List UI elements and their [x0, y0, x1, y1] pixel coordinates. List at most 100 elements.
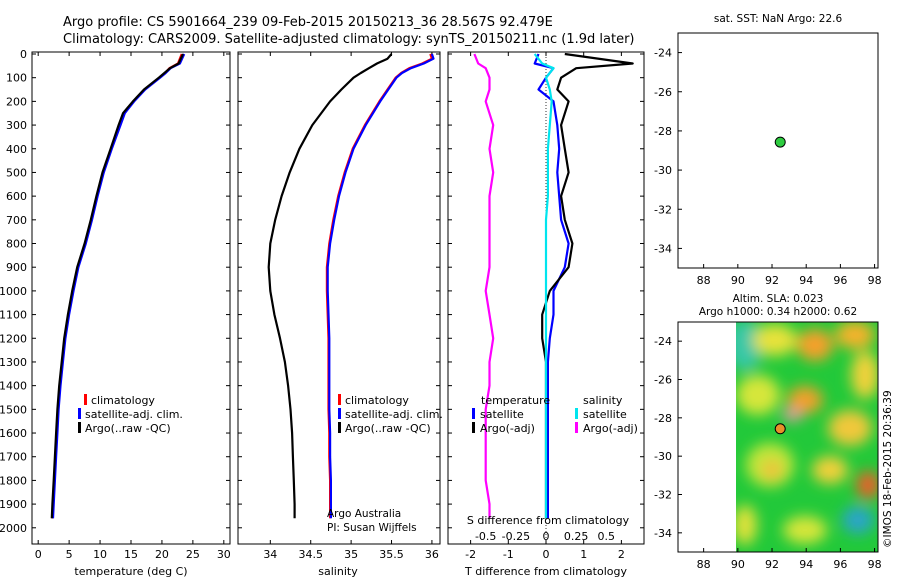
series-line-climatology: [325, 53, 433, 519]
top-tick-label: -0.5: [475, 530, 496, 543]
legend-t-argo-swatch: [472, 422, 475, 433]
x-tick-label: 35.5: [379, 548, 404, 561]
x-tick-label: 20: [155, 548, 169, 561]
depth-tick-label: 1500: [0, 403, 27, 416]
series-line-climatology: [51, 53, 183, 519]
map-x-tick-label: 94: [799, 558, 813, 571]
sst-map-frame: [677, 32, 879, 269]
salinity-legend: climatology satellite-adj. clim. Argo(..…: [338, 394, 443, 435]
map-y-tick-label: -26: [654, 374, 672, 387]
legend-satellite-label: satellite-adj. clim.: [345, 408, 443, 421]
map-x-tick-label: 98: [868, 274, 882, 287]
footer-copyright: ©IMOS 18-Feb-2015 20:36:39: [882, 390, 894, 548]
legend-argo-swatch: [338, 422, 341, 433]
legend-s-argo-label: Argo(-adj): [583, 422, 638, 435]
depth-tick-label: 500: [6, 166, 27, 179]
temperature-legend: climatology satellite-adj. clim. Argo(..…: [78, 394, 183, 435]
x-tick-label: 25: [186, 548, 200, 561]
sla-map-title2: Argo h1000: 0.34 h2000: 0.62: [699, 306, 857, 318]
map-x-tick-label: 98: [868, 558, 882, 571]
map-y-tick-label: -24: [654, 47, 672, 60]
x-tick-label: -1: [503, 548, 514, 561]
temperature-xlabel: temperature (deg C): [74, 565, 187, 578]
depth-tick-label: 700: [6, 214, 27, 227]
depth-tick-label: 1000: [0, 285, 27, 298]
x-tick-label: 30: [217, 548, 231, 561]
legend-climatology-label: climatology: [91, 394, 155, 407]
legend-temperature-head: temperature: [481, 394, 550, 407]
legend-s-argo-swatch: [575, 422, 578, 433]
salinity-panel-frame: [237, 51, 441, 545]
depth-tick-label: 1900: [0, 498, 27, 511]
x-tick-label: 35: [344, 548, 358, 561]
map-x-tick-label: 94: [799, 274, 813, 287]
map-x-tick-label: 96: [833, 558, 847, 571]
argo-location-marker: [774, 136, 786, 148]
depth-tick-label: 300: [6, 119, 27, 132]
x-tick-label: 0: [35, 548, 42, 561]
legend-climatology-label: climatology: [345, 394, 409, 407]
depth-tick-label: 100: [6, 72, 27, 85]
temperature-panel-frame: [31, 51, 231, 545]
map-x-tick-label: 88: [697, 274, 711, 287]
sla-map-points: [774, 423, 786, 435]
depth-tick-label: 800: [6, 238, 27, 251]
legend-satellite-swatch: [78, 408, 81, 419]
map-x-tick-label: 96: [833, 274, 847, 287]
depth-tick-label: 1200: [0, 332, 27, 345]
legend-climatology-swatch: [338, 394, 341, 405]
legend-argo-label: Argo(..raw -QC): [345, 422, 431, 435]
x-tick-label: 15: [124, 548, 138, 561]
legend-argo-label: Argo(..raw -QC): [85, 422, 171, 435]
difference-x-ticks: -2 -1 0 1 2: [465, 52, 625, 561]
sla-map-title1: Altim. SLA: 0.023: [733, 293, 824, 305]
map-y-tick-label: -34: [654, 242, 672, 255]
legend-satellite-label: satellite-adj. clim.: [85, 408, 183, 421]
x-tick-label: 34.5: [298, 548, 323, 561]
x-tick-label: 2: [618, 548, 625, 561]
temperature-series: [50, 53, 186, 519]
map-x-tick-label: 88: [697, 558, 711, 571]
map-y-tick-label: -28: [654, 412, 672, 425]
map-y-tick-label: -30: [654, 450, 672, 463]
map-x-tick-label: 92: [765, 558, 779, 571]
sla-map-axes: 88 90 92 94 96 98 -24 -26 -28 -30 -32 -34: [654, 335, 882, 571]
legend-t-satellite-label: satellite: [480, 408, 524, 421]
legend-t-satellite-swatch: [472, 408, 475, 419]
series-line-salinity-satellite: [533, 53, 555, 519]
map-y-tick-label: -30: [654, 164, 672, 177]
depth-tick-label: 1100: [0, 309, 27, 322]
difference-top-label: S difference from climatology: [467, 514, 630, 527]
salinity-xlabel: salinity: [318, 565, 358, 578]
depth-tick-label: 1800: [0, 474, 27, 487]
difference-top-ticks: -0.5 -0.25 0 0.25 0.5: [475, 530, 615, 543]
difference-series: [473, 52, 634, 519]
series-line-temperature-satellite: [533, 53, 570, 519]
map-y-tick-label: -32: [654, 203, 672, 216]
map-y-tick-label: -32: [654, 489, 672, 502]
salinity-series: [267, 53, 435, 519]
series-line-satellite-adj-clim-: [326, 53, 435, 519]
legend-argo-swatch: [78, 422, 81, 433]
depth-tick-label: 1700: [0, 451, 27, 464]
depth-tick-label: 1600: [0, 427, 27, 440]
temperature-x-ticks: 0 5 10 15 20 25 30: [35, 52, 231, 561]
top-tick-label: -0.25: [502, 530, 530, 543]
x-tick-label: 34: [263, 548, 277, 561]
map-y-tick-label: -34: [654, 527, 672, 540]
header-line1: Argo profile: CS 5901664_239 09-Feb-2015…: [63, 15, 553, 30]
depth-tick-label: 1300: [0, 356, 27, 369]
legend-s-satellite-swatch: [575, 408, 578, 419]
depth-tick-label: 1400: [0, 380, 27, 393]
legend-s-satellite-label: satellite: [583, 408, 627, 421]
x-tick-label: 36: [425, 548, 439, 561]
series-line-argo-raw-qc-: [50, 53, 184, 519]
legend-salinity-head: salinity: [583, 394, 623, 407]
depth-axis: 0 100 200 300 400 500 600 700 800 900 1000 1100 1200…: [0, 48, 644, 535]
top-tick-label: 0: [543, 530, 550, 543]
salinity-x-ticks: 34 34.5 35 35.5 36: [263, 52, 439, 561]
depth-tick-label: 600: [6, 190, 27, 203]
sst-map-title: sat. SST: NaN Argo: 22.6: [714, 13, 843, 25]
header-line2: Climatology: CARS2009. Satellite-adjuste…: [63, 32, 635, 47]
